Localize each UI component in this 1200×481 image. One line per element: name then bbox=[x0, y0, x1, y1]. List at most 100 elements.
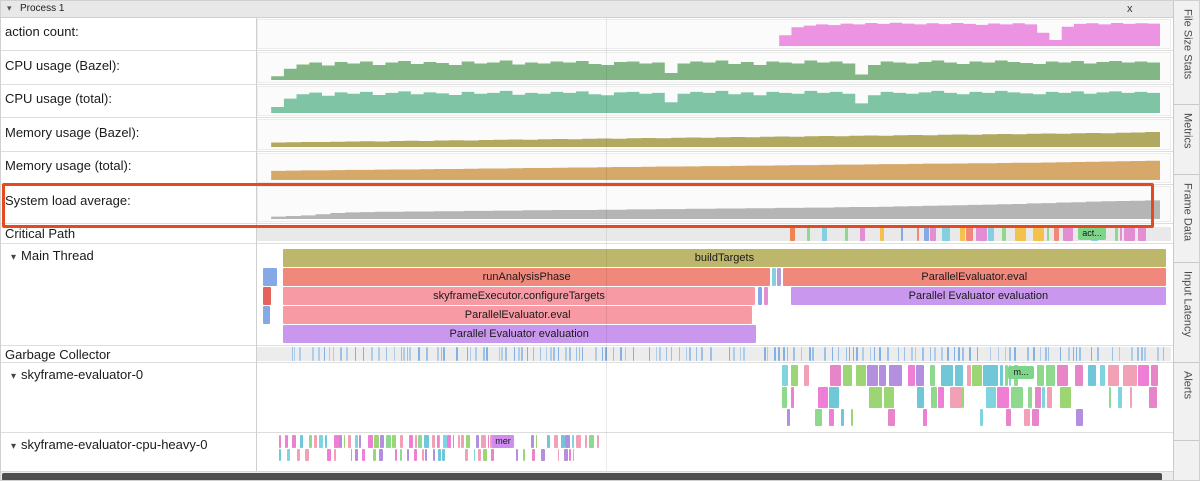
trace-event-slice[interactable] bbox=[976, 347, 978, 361]
trace-event-slice[interactable] bbox=[1119, 347, 1121, 361]
trace-event-slice[interactable] bbox=[1062, 227, 1074, 241]
trace-event-slice[interactable] bbox=[976, 227, 987, 241]
trace-event-slice[interactable] bbox=[848, 347, 851, 361]
close-button[interactable]: x bbox=[1127, 3, 1133, 15]
trace-event-slice[interactable] bbox=[576, 435, 582, 448]
evaluator-badge[interactable]: m... bbox=[1008, 366, 1034, 379]
trace-event-slice[interactable] bbox=[879, 347, 881, 361]
trace-event-slice[interactable] bbox=[516, 449, 518, 461]
trace-event-slice[interactable] bbox=[846, 347, 848, 361]
flame-slice[interactable] bbox=[771, 268, 777, 286]
trace-event-slice[interactable] bbox=[513, 347, 516, 361]
trace-event-slice[interactable] bbox=[1108, 387, 1112, 408]
tab-frame-data[interactable]: Frame Data bbox=[1174, 175, 1199, 263]
trace-event-slice[interactable] bbox=[391, 435, 396, 448]
trace-event-slice[interactable] bbox=[922, 409, 927, 426]
trace-event-slice[interactable] bbox=[504, 347, 507, 361]
trace-event-slice[interactable] bbox=[822, 227, 828, 241]
flame-slice[interactable]: ParallelEvaluator.eval bbox=[782, 268, 1166, 286]
trace-event-slice[interactable] bbox=[929, 227, 936, 241]
trace-event-slice[interactable] bbox=[656, 347, 658, 361]
trace-event-slice[interactable] bbox=[594, 347, 597, 361]
trace-event-slice[interactable] bbox=[501, 347, 503, 361]
trace-event-slice[interactable] bbox=[347, 435, 352, 448]
trace-event-slice[interactable] bbox=[298, 347, 301, 361]
trace-event-slice[interactable] bbox=[532, 347, 535, 361]
trace-event-slice[interactable] bbox=[292, 347, 294, 361]
trace-event-slice[interactable] bbox=[480, 435, 486, 448]
trace-event-slice[interactable] bbox=[442, 449, 445, 461]
trace-event-slice[interactable] bbox=[1046, 365, 1055, 386]
trace-event-slice[interactable] bbox=[1072, 347, 1075, 361]
trace-lane[interactable] bbox=[263, 449, 1166, 461]
trace-event-slice[interactable] bbox=[368, 435, 374, 448]
trace-event-slice[interactable] bbox=[969, 347, 971, 361]
trace-event-slice[interactable] bbox=[418, 347, 420, 361]
trace-lane[interactable] bbox=[263, 387, 1166, 408]
flame-slice[interactable] bbox=[263, 268, 278, 286]
trace-event-slice[interactable] bbox=[791, 387, 794, 408]
trace-event-slice[interactable] bbox=[1120, 227, 1123, 241]
trace-event-slice[interactable] bbox=[911, 347, 913, 361]
trace-event-slice[interactable] bbox=[1057, 365, 1069, 386]
trace-event-slice[interactable] bbox=[934, 347, 937, 361]
trace-event-slice[interactable] bbox=[339, 435, 342, 448]
trace-event-slice[interactable] bbox=[967, 365, 972, 386]
trace-event-slice[interactable] bbox=[1075, 347, 1078, 361]
trace-event-slice[interactable] bbox=[374, 435, 379, 448]
trace-event-slice[interactable] bbox=[1004, 347, 1007, 361]
trace-event-slice[interactable] bbox=[350, 449, 352, 461]
trace-event-slice[interactable] bbox=[1060, 387, 1071, 408]
trace-event-slice[interactable] bbox=[285, 435, 288, 448]
trace-event-slice[interactable] bbox=[852, 347, 855, 361]
trace-event-slice[interactable] bbox=[1035, 387, 1042, 408]
counter-chart-cpu-usage-bazel[interactable] bbox=[257, 52, 1171, 83]
counter-chart-memory-usage-total[interactable] bbox=[257, 153, 1171, 183]
trace-event-slice[interactable] bbox=[786, 409, 791, 426]
trace-event-slice[interactable] bbox=[937, 387, 944, 408]
trace-event-slice[interactable] bbox=[777, 347, 780, 361]
trace-event-slice[interactable] bbox=[521, 347, 523, 361]
trace-event-slice[interactable] bbox=[279, 435, 282, 448]
trace-event-slice[interactable] bbox=[334, 449, 336, 461]
trace-event-slice[interactable] bbox=[1006, 409, 1012, 426]
trace-event-slice[interactable] bbox=[941, 227, 950, 241]
trace-event-slice[interactable] bbox=[393, 347, 396, 361]
trace-event-slice[interactable] bbox=[589, 435, 594, 448]
flame-slice[interactable]: Parallel Evaluator evaluation bbox=[282, 325, 756, 343]
trace-event-slice[interactable] bbox=[804, 365, 809, 386]
trace-event-slice[interactable] bbox=[379, 449, 383, 461]
thread-header-skyframe-evaluator-cpu-heavy-0[interactable]: ▾ skyframe-evaluator-cpu-heavy-0 bbox=[11, 437, 207, 452]
critical-path-track[interactable]: act... bbox=[257, 227, 1171, 241]
trace-event-slice[interactable] bbox=[1148, 387, 1157, 408]
flame-slice[interactable]: Parallel Evaluator evaluation bbox=[790, 287, 1166, 305]
trace-event-slice[interactable] bbox=[540, 449, 545, 461]
trace-event-slice[interactable] bbox=[1032, 227, 1044, 241]
trace-event-slice[interactable] bbox=[940, 365, 953, 386]
trace-event-slice[interactable] bbox=[1162, 347, 1164, 361]
trace-event-slice[interactable] bbox=[483, 449, 487, 461]
trace-event-slice[interactable] bbox=[346, 347, 348, 361]
trace-event-slice[interactable] bbox=[790, 365, 799, 386]
trace-event-slice[interactable] bbox=[850, 409, 854, 426]
flame-slice[interactable]: skyframeExecutor.configureTargets bbox=[282, 287, 756, 305]
trace-event-slice[interactable] bbox=[291, 435, 297, 448]
trace-event-slice[interactable] bbox=[418, 435, 422, 448]
trace-event-slice[interactable] bbox=[324, 435, 327, 448]
trace-event-slice[interactable] bbox=[553, 435, 559, 448]
trace-event-slice[interactable] bbox=[476, 435, 479, 448]
trace-event-slice[interactable] bbox=[831, 347, 834, 361]
trace-event-slice[interactable] bbox=[979, 409, 984, 426]
trace-event-slice[interactable] bbox=[546, 435, 551, 448]
trace-event-slice[interactable] bbox=[903, 347, 906, 361]
trace-event-slice[interactable] bbox=[961, 347, 964, 361]
trace-event-slice[interactable] bbox=[1068, 347, 1070, 361]
trace-event-slice[interactable] bbox=[1137, 347, 1139, 361]
collapse-triangle-icon[interactable]: ▾ bbox=[11, 441, 17, 452]
trace-event-slice[interactable] bbox=[490, 449, 495, 461]
trace-event-slice[interactable] bbox=[701, 347, 703, 361]
trace-event-slice[interactable] bbox=[467, 347, 469, 361]
trace-event-slice[interactable] bbox=[550, 347, 552, 361]
trace-event-slice[interactable] bbox=[1032, 409, 1040, 426]
trace-event-slice[interactable] bbox=[1075, 409, 1083, 426]
